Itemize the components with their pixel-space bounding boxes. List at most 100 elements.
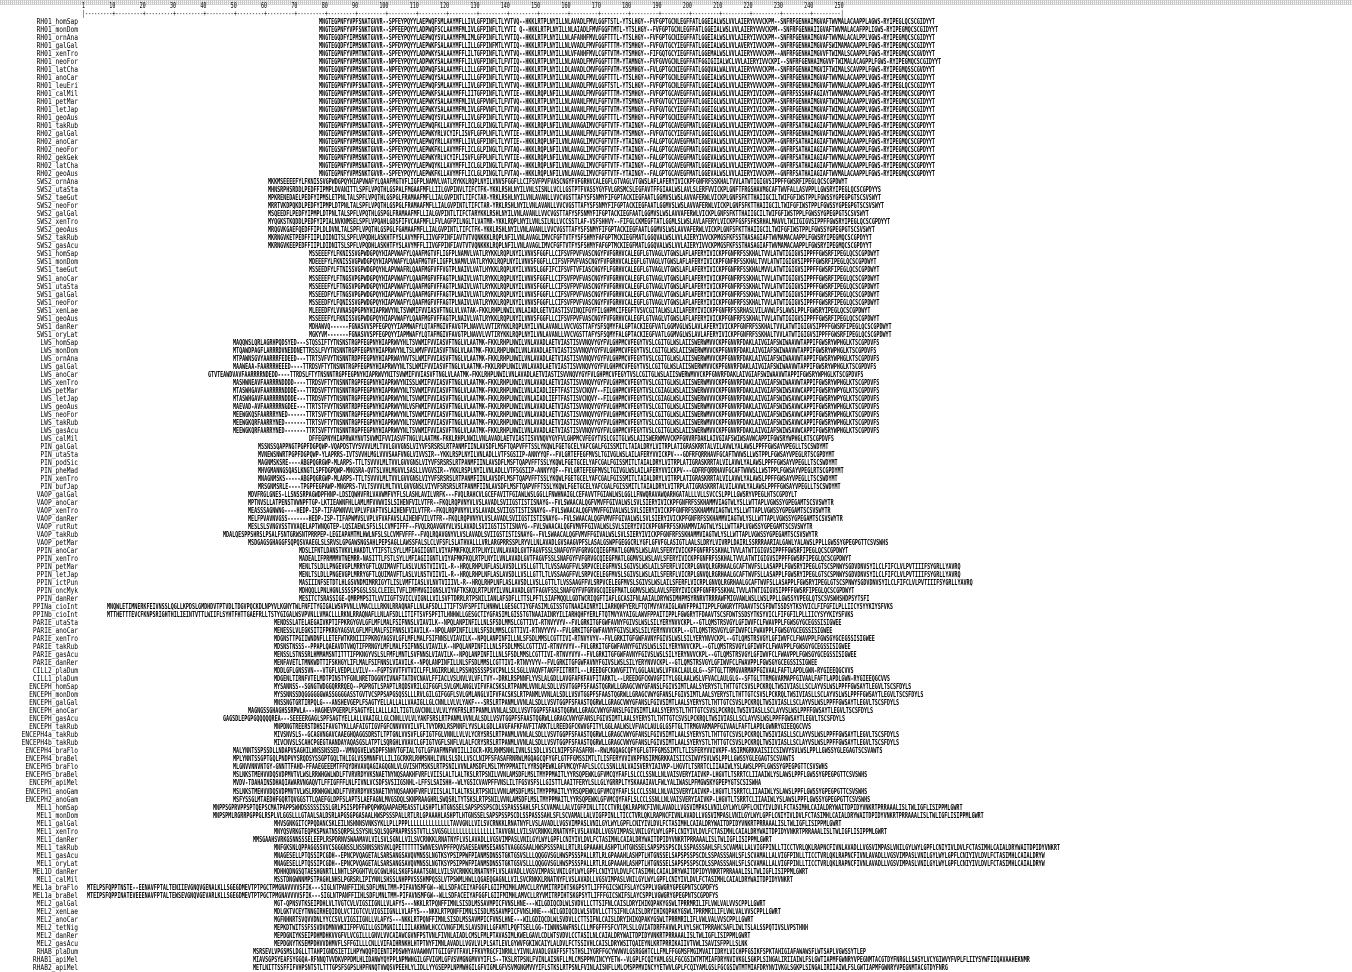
sequence-residues[interactable]: MNGTEGPNFYVPMSNKTGVVR--SPFEYPQYYLAEPWKFS… — [319, 90, 1352, 98]
sequence-name[interactable]: RH01_latCha — [36, 65, 78, 75]
sequence-residues[interactable]: MSLNKSTMEHVVDQSVDPMVTVLWSLRRWHGWLWDLFTVR… — [233, 788, 1352, 796]
alignment-row[interactable]: RH01_calMil MNGTEGPNFYVPMSNKTGVVR--SPFEYP… — [0, 90, 1352, 98]
sequence-residues[interactable]: MDGNSTTPGIIWNDNFLLETEFWTKRNIIIFPKRGYAGSV… — [274, 635, 1352, 643]
sequence-name[interactable]: MEL2_gasAcu — [36, 938, 78, 948]
sequence-residues[interactable]: MNPDNGTREERSTDHSIFAVGTYKLLAFAIGTIGVFGFCN… — [274, 723, 1352, 731]
alignment-row[interactable]: MEL1_danRer MMSGAAHSVRKGSNNSSSELEEPLRSPDR… — [0, 835, 1352, 844]
sequence-name[interactable]: MEL1_calMil — [36, 874, 78, 884]
sequence-name[interactable]: ENCEPH_galGal — [29, 698, 78, 708]
sequence-name[interactable]: MEL1_oryLat — [36, 858, 78, 868]
sequence-residues[interactable]: MASIIINFSETDTLHLGSVNDMIMRRIGYTLISLVMFTIA… — [299, 579, 1352, 587]
sequence-residues[interactable]: MSRSEVLVPGSMSLDGLLTTAHPIGNDSIETILHPYWQQF… — [253, 948, 1352, 956]
alignment-row[interactable]: MEL2_gasAcu MEPDGNYTKSEMPDHVVDHMVFLSFFGIL… — [0, 938, 1352, 948]
sequence-residues[interactable]: MDDLGFLGNSSVN---VTGFLVEDPLLVILV---FGPTSV… — [274, 667, 1352, 675]
alignment-row[interactable]: VAOP_takRub MDALQESPPSHRSLPSALFSNTGRWSNTP… — [0, 531, 1352, 539]
sequence-residues[interactable]: MNGTEGPNFYVPFSNKTGVVR--SPFEEPQYYLADPWQFS… — [319, 26, 1352, 34]
sequence-name[interactable]: SWS1_geoAus — [36, 313, 78, 323]
alignment-row[interactable]: ENCEPH4b_takRub MIVCNVSLSCAHCPGEGTAANDAYA… — [0, 739, 1352, 747]
alignment-row[interactable]: MEL1_xenTro MNYQSVRKGTEQPKSPNATNSSQRPSLSS… — [0, 826, 1352, 836]
alignment-row[interactable]: SWS2_gasAcu MKRNGVKEEPEDFFIIPLDIDNITSLSPF… — [0, 242, 1352, 250]
sequence-name[interactable]: PIN_podSic — [40, 457, 78, 467]
alignment-row[interactable]: ENCEPH_gasAcu GAGSDLEPGPGQQQQQREA---SEEEE… — [0, 715, 1352, 723]
sequence-residues[interactable]: MSSEEEFYLFTNGSVPGPWDGPQYHIAPVWAFYLQAAFMG… — [309, 283, 1352, 291]
sequence-residues[interactable]: MIVCNVSLSCAHCPGEGTAANDAYAQASGSLATPTLSQRG… — [274, 739, 1352, 747]
sequence-name[interactable]: LWS_ornAna — [40, 353, 78, 363]
alignment-row[interactable]: RH02_geoAus MNGTEGPNFYVPMSNKTGVVR--SPFEYP… — [0, 170, 1352, 178]
sequence-name[interactable]: ENCEPH2_anoGam — [25, 794, 78, 804]
sequence-name[interactable]: SWS1_oryLat — [36, 329, 78, 339]
sequence-residues[interactable]: MEEWGKQSFAARRRYNED------TTRTSVFTYTNSNNTR… — [233, 411, 1352, 419]
sequence-name[interactable]: RH01_geoAus — [36, 113, 78, 123]
alignment-row[interactable]: PIN_galGal MSSNSSQAPPNGTPGPFDGPQWP-VQAPDS… — [0, 442, 1352, 451]
sequence-name[interactable]: VAOP_takRub — [36, 530, 78, 539]
sequence-residues[interactable]: MLGNVVNNVNTGY-GNNTTFAHD-FFAAEGEEEMTFFQYD… — [233, 763, 1352, 771]
alignment-row[interactable]: SWS1_homSap MSSEEEFYLFKNISSVGPWDGPQYHIAPV… — [0, 250, 1352, 258]
sequence-name[interactable]: VAOP_anoCar — [36, 497, 78, 507]
sequence-name[interactable]: RH02_galGal — [36, 129, 78, 139]
sequence-name[interactable]: RH01_petMar — [36, 97, 78, 107]
sequence-name[interactable]: MEL1_gasAcu — [36, 850, 78, 860]
sequence-name[interactable]: PARIE_xenTro — [32, 634, 78, 644]
alignment-row[interactable]: LWS_homSap MAQQWSLQRLAGRHPQDSYED---STQSSI… — [0, 338, 1352, 347]
alignment-row[interactable]: MEL1_galGal MHVSGNKGITCPPQDANCSKLEILNSHNN… — [0, 818, 1352, 828]
sequence-residues[interactable]: MTPAWNSGVYAARRRFEDEED---TTRTSVFVYTNSNNTR… — [233, 355, 1352, 363]
sequence-residues[interactable]: MHNSRPHSRDDLPEDFFIPMPLDVANITTLSPFLVPQTHL… — [268, 186, 1352, 194]
sequence-residues[interactable]: MKRNGVKEEPEDFFIIPLDIDNITSLSPFLVPQDHLASKH… — [268, 242, 1352, 250]
sequence-name[interactable]: SWS1_anoCar — [36, 273, 78, 283]
sequence-residues[interactable]: MVDV-TDAHAINSDHAQIAWARVNGAQVTLFFIGFFFLNL… — [233, 779, 1352, 787]
sequence-residues[interactable]: MSSTDNGWNNMPSTPAGHLNHSLPGRSRLIPIYNNLSHSS… — [274, 876, 1352, 884]
alignment-row[interactable]: MEL2_tetNig MEPKDTWITSSFSSVDVDMNVWKIIFPFV… — [0, 922, 1352, 932]
alignment-row[interactable]: VAOP_danRer MELFPVAVNVGSS-------HEDP-ISP-… — [0, 513, 1352, 523]
sequence-residues[interactable]: MPKRENEDAELPEDFYIPMSLETPNLTALSPFLVPQTHLG… — [268, 194, 1352, 202]
alignment-row[interactable]: RH01_ornAna MNGTEGQDFYIPMSNKTGVVR--SPFEYP… — [0, 34, 1352, 42]
alignment-row[interactable]: VAOP_galGal MDVFRGLGNES-LLSNSSRPAGWDPFHNP… — [0, 490, 1352, 499]
alignment-row[interactable]: ENCEPH_anoCar MAGNGSSGHAGHSSRPWLA---HAGHE… — [0, 707, 1352, 715]
sequence-name[interactable]: MEL2_tetNig — [36, 922, 78, 932]
sequence-residues[interactable]: MENDSSLATELAEGAIVKPTIFPKRGYGVLGFLMFLMALF… — [274, 619, 1352, 627]
sequence-residues[interactable]: MIVSNVSLS--GCAGVNGAVCAAEGHQAGGSDRSTLTPTG… — [274, 731, 1352, 739]
sequence-residues[interactable]: MRQGVKGAEFQEDFFIPLDLDVNLTALSPFLVPQTHLGSP… — [268, 226, 1352, 234]
alignment-rows[interactable]: RH01_homSap MNGTEGPNFYVPFSNATGVVR--SPFEYP… — [0, 18, 1352, 972]
sequence-residues[interactable]: MSLNKSTMEHVVDQSVDPMVTVLWSLRRWHGWLWDLFTVR… — [233, 771, 1352, 779]
alignment-row[interactable]: LWS_takRub MEEWGKQRFAARRYNED-------TTRTSV… — [0, 418, 1352, 427]
alignment-row[interactable]: PPINb_cioInt MTTHETTTEVCFKNPSRIGHTHILIEIN… — [0, 611, 1352, 619]
sequence-name[interactable]: PPIN_oncMyk — [36, 586, 78, 596]
sequence-name[interactable]: PPIN_danRer — [36, 594, 78, 604]
alignment-row[interactable]: RH01_geoAus MNGTEGPNFYIPMSNKTGVVR--SPFEYP… — [0, 114, 1352, 122]
alignment-row[interactable]: SWS1_monDom MDEEEFYLFKNISSVGPWDGPQYHIAPVW… — [0, 258, 1352, 266]
sequence-name[interactable]: VAOP_xenTro — [36, 505, 78, 515]
sequence-name[interactable]: MEL1_galGal — [36, 818, 78, 828]
alignment-row[interactable]: ENCEPH5_braFlo MLGNVVNNVNTGY-GNNTTFAHD-FF… — [0, 763, 1352, 771]
alignment-row[interactable]: PARIE_anoCar MENESSLVLEGKSITIFPKRGYAGSVLG… — [0, 627, 1352, 635]
alignment-row[interactable]: SWS2_takRub MKRNGVKETPEDFFIIPLDIDNITSLSPF… — [0, 234, 1352, 242]
sequence-name[interactable]: PPIN_letJap — [36, 570, 78, 580]
sequence-name[interactable]: RHAB2_apiMel — [32, 962, 78, 972]
alignment-row[interactable]: SWS2_neoFor MRRTVKDPQKDLPEDFYIPMPLDTPNLTA… — [0, 202, 1352, 210]
sequence-residues[interactable]: MNAGNMSKS-----ABGPQGRGWP-MLARPS-TTLTSVVV… — [258, 475, 1352, 483]
sequence-residues[interactable]: MPLYNNTSSGPTGQLPNDPVYSRQDSYSSGPTGQLTHLIG… — [233, 755, 1352, 763]
sequence-name[interactable]: SWS1_xenLae — [36, 305, 78, 315]
sequence-residues[interactable]: MAGNMSKSRE----ABGPQGRGWP-MLARPS-TTLTSVVV… — [258, 459, 1352, 467]
sequence-name[interactable]: LWS_geoAus — [40, 401, 78, 411]
sequence-residues[interactable]: MTASWHGAVFAARRRRNDDDE---TTRDSVFTYTNSNNTR… — [233, 395, 1352, 403]
sequence-name[interactable]: VAOP_rutRut — [36, 521, 78, 531]
sequence-name[interactable]: MEL1_xenTro — [36, 826, 78, 836]
sequence-residues[interactable]: METLNITTSSFFIFVHPSNTSTLTTTGPSFSGPSLHPFNN… — [253, 964, 1352, 972]
sequence-name[interactable]: VAOP_danRer — [36, 513, 78, 523]
alignment-row[interactable]: RH01_anoCar MNGTEGPNFYVPMSNKTGVVR--SPFEYP… — [0, 74, 1352, 82]
sequence-name[interactable]: ENCEPH4_braFlo — [25, 746, 78, 756]
alignment-row[interactable]: PPIN_ictPun MASIIINFSETDTLHLGSVNDMIMRRIGY… — [0, 579, 1352, 587]
alignment-row[interactable]: PPIN_danRer MESITCTSRASSIGE-QMRPMPSITLVVI… — [0, 595, 1352, 603]
alignment-row[interactable]: LWS_galGal MAAWEAA-FAARRRHEEED----TTRDSVF… — [0, 362, 1352, 371]
alignment-row[interactable]: RH02_anoCar MNGTEGPNFYVPMSNKTGLVR--SPFEYP… — [0, 138, 1352, 146]
sequence-residues[interactable]: MSQEEDFLPEDFYIPMPLDTPNLTALSPFLVPQTHLGSPG… — [268, 210, 1352, 218]
sequence-residues[interactable]: MPTNVSLLATPENSTVWNPFTGP-LKTIEAWNFHLLAMLM… — [248, 499, 1352, 507]
sequence-name[interactable]: RH01_monDom — [36, 25, 78, 35]
sequence-residues[interactable]: MENLTSLDLLPNGEVGPLMRRYGFTLQUIMAVFTLASLVL… — [299, 571, 1352, 579]
alignment-row[interactable]: RHAB2_apiMel METLNITTSSFFIFVHPSNTSTLTTTGP… — [0, 962, 1352, 972]
sequence-name[interactable]: LWS_neoFor — [40, 409, 78, 419]
sequence-residues[interactable]: MHVGMANNGSQASLKNGTLSPFDGPQWP-MNGSRA-QVTS… — [258, 467, 1352, 475]
sequence-name[interactable]: PPIN_ictPun — [36, 578, 78, 588]
sequence-residues[interactable]: GTVTEAWDVAVFAARRRRNDEDD----TTRDSLFTYTNSN… — [208, 371, 1352, 379]
sequence-residues[interactable]: MNGTEGDNFYVPMSNKTGVVR--SPFEYPQYYLAEPWKYS… — [319, 98, 1352, 106]
